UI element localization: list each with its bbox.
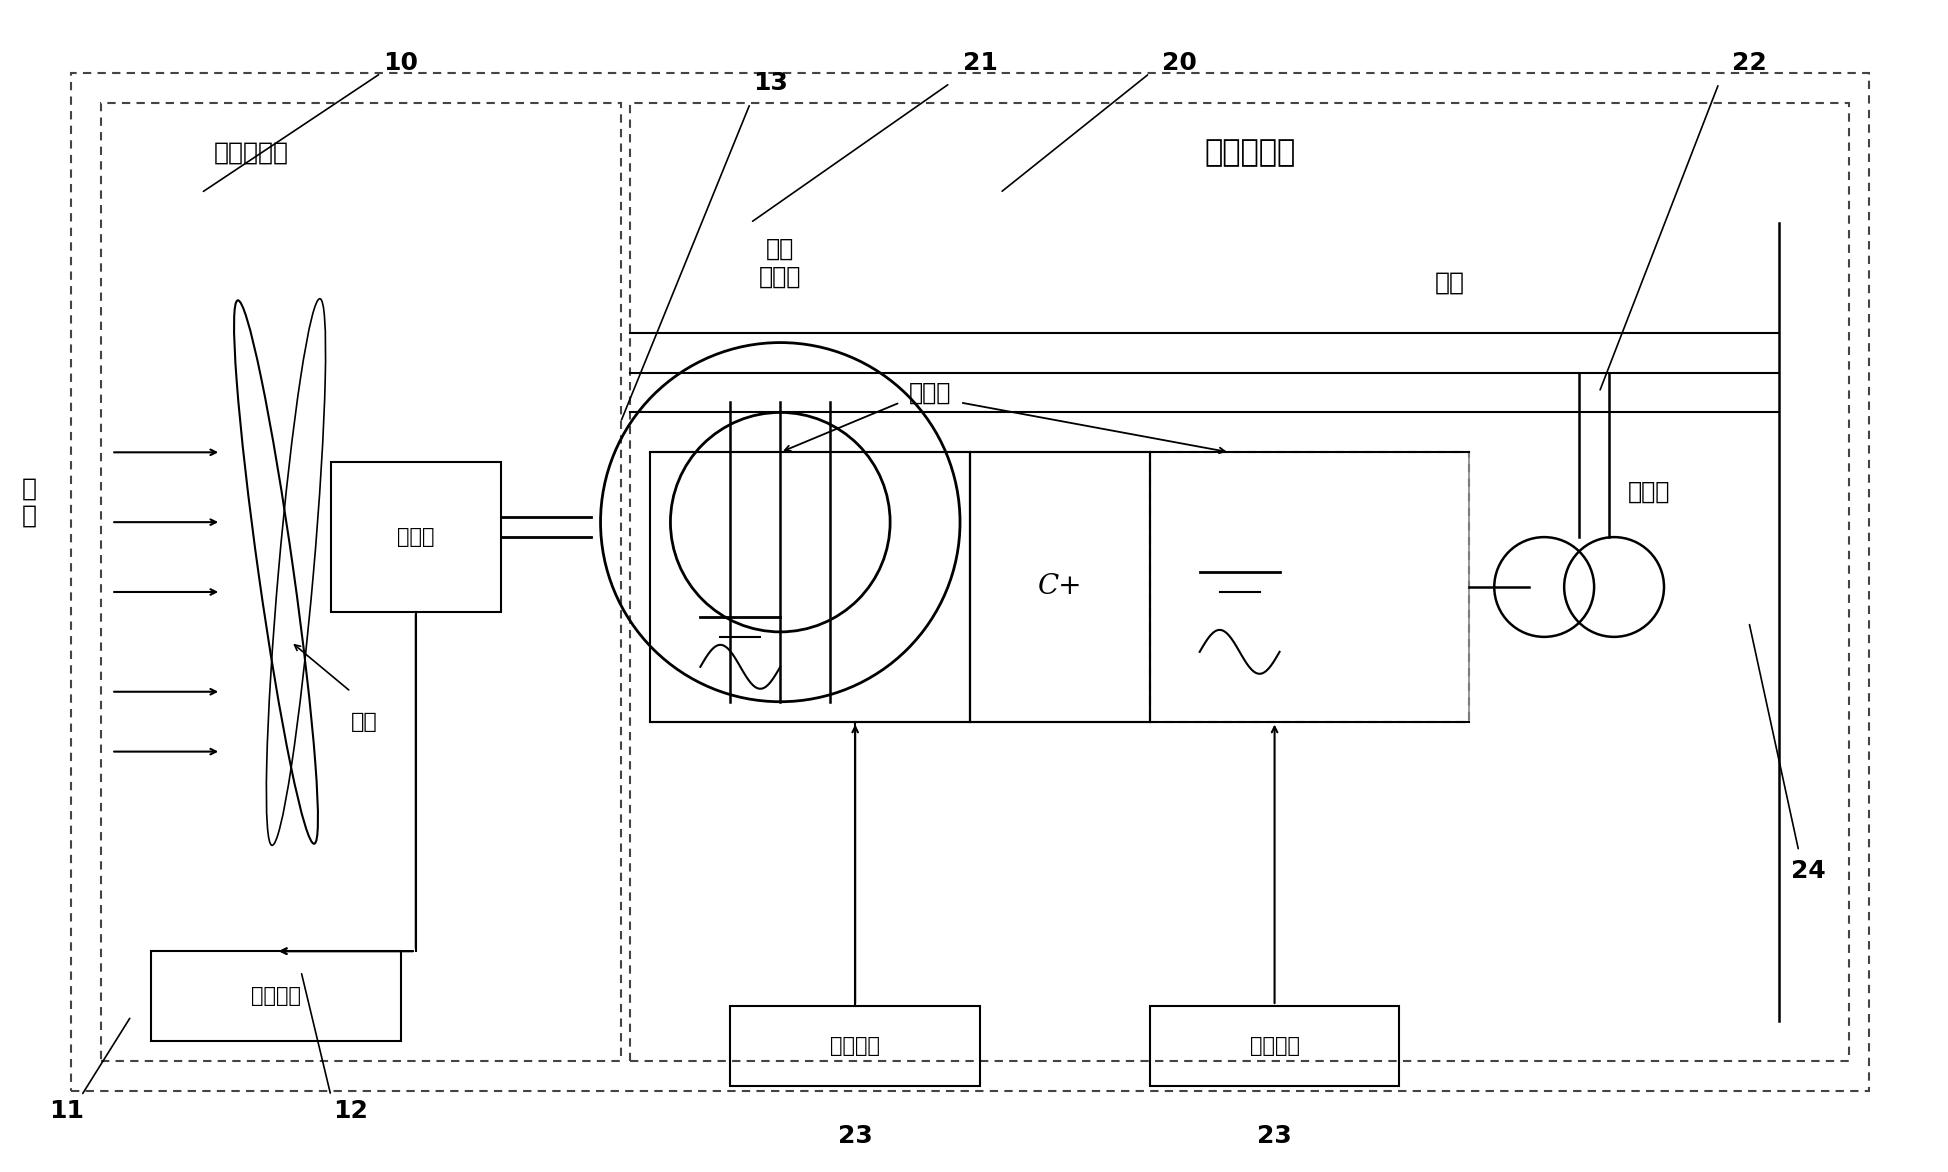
Text: 12: 12 [333,1099,368,1123]
Text: 电气子系统: 电气子系统 [1204,138,1295,168]
Text: 11: 11 [49,1099,84,1123]
Text: 频率控制: 频率控制 [830,1036,880,1056]
Text: 电压控制: 电压控制 [1249,1036,1299,1056]
Text: 叶片: 叶片 [351,711,378,731]
Text: 电网: 电网 [1434,271,1465,294]
Text: 13: 13 [752,71,787,95]
Text: 23: 23 [838,1124,873,1147]
Text: 23: 23 [1256,1124,1292,1147]
Text: 24: 24 [1792,859,1825,884]
Text: 异步
发电机: 异步 发电机 [760,237,801,288]
Text: 10: 10 [384,52,419,75]
Text: 齿轮箱: 齿轮箱 [397,527,434,547]
Text: 22: 22 [1732,52,1767,75]
Text: 20: 20 [1163,52,1198,75]
Text: 21: 21 [962,52,997,75]
Text: C+: C+ [1038,573,1083,600]
Text: 风
能: 风 能 [21,476,37,529]
Text: 机械子系统: 机械子系统 [214,141,288,165]
Text: 变桨控制: 变桨控制 [251,986,302,1006]
Text: 变频器: 变频器 [910,381,951,404]
Text: 变压器: 变压器 [1629,481,1669,504]
